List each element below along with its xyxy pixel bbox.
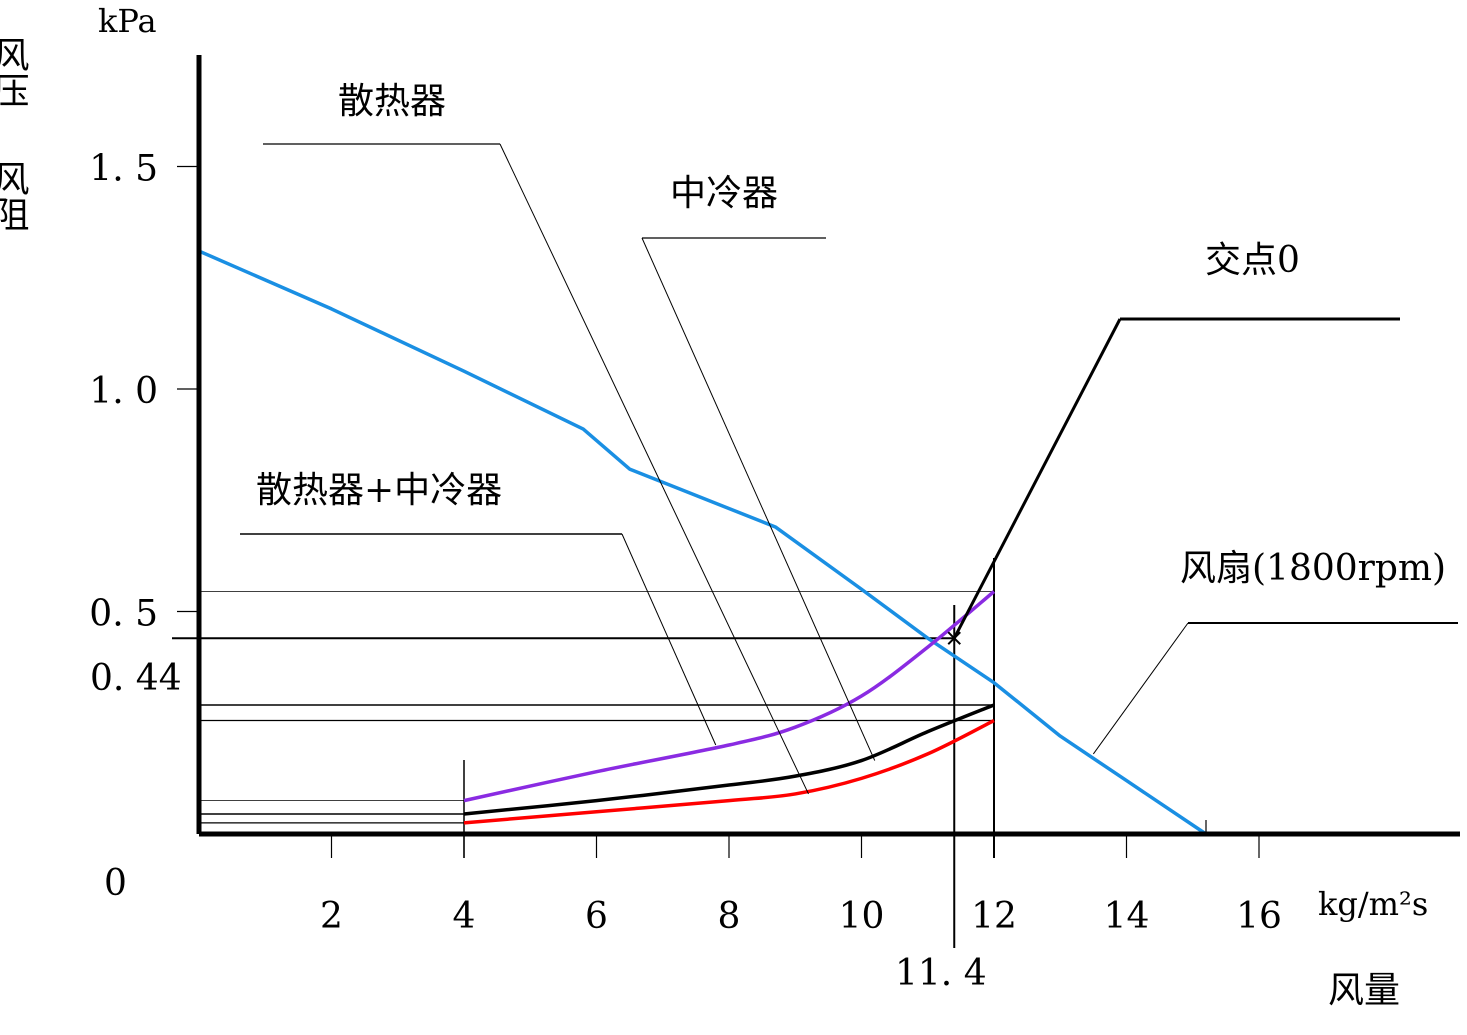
- x-tick-label: 16: [1236, 896, 1282, 937]
- x-tick-label: 12: [971, 896, 1017, 937]
- y-tick-label: 0. 5: [89, 594, 158, 635]
- leader-line-intercooler: [641, 237, 876, 761]
- x-tick-label: 2: [320, 896, 343, 937]
- annotation-label-point: 交点0: [1205, 240, 1300, 281]
- leader-line-combined: [621, 533, 717, 746]
- intersection-y-label: 0. 44: [90, 658, 182, 699]
- x-tick-label: 6: [585, 896, 608, 937]
- x-axis-title: 风量: [1328, 970, 1400, 1011]
- x-tick-label: 10: [839, 896, 885, 937]
- intersection-x-label: 11. 4: [895, 953, 987, 994]
- series-line-radiator: [463, 718, 995, 825]
- leader-line-fan: [1092, 622, 1189, 755]
- x-tick-label: 8: [718, 896, 741, 937]
- x-tick-label: 14: [1104, 896, 1150, 937]
- series-line-intercooler: [463, 703, 995, 816]
- annotation-label-intercooler: 中冷器: [670, 173, 778, 214]
- x-axis-unit: kg/m²s: [1318, 885, 1428, 923]
- y-axis-title-line2: 风阻: [0, 160, 29, 232]
- series-line-combined: [463, 590, 996, 803]
- y-tick-label: 1. 0: [89, 371, 158, 412]
- x-tick-label: 4: [453, 896, 476, 937]
- y-tick-label: 1. 5: [89, 149, 158, 190]
- annotation-label-radiator: 散热器: [338, 81, 446, 122]
- leader-line-point: [952, 318, 1122, 639]
- annotation-label-combined: 散热器+中冷器: [256, 470, 502, 511]
- leader-line-radiator: [499, 143, 809, 795]
- origin-label: 0: [104, 863, 127, 904]
- y-axis-unit: kPa: [98, 2, 157, 40]
- y-axis-title-line1: 风压: [0, 36, 29, 108]
- series-line-fan: [198, 249, 1207, 836]
- annotation-label-fan: 风扇(1800rpm): [1180, 548, 1446, 589]
